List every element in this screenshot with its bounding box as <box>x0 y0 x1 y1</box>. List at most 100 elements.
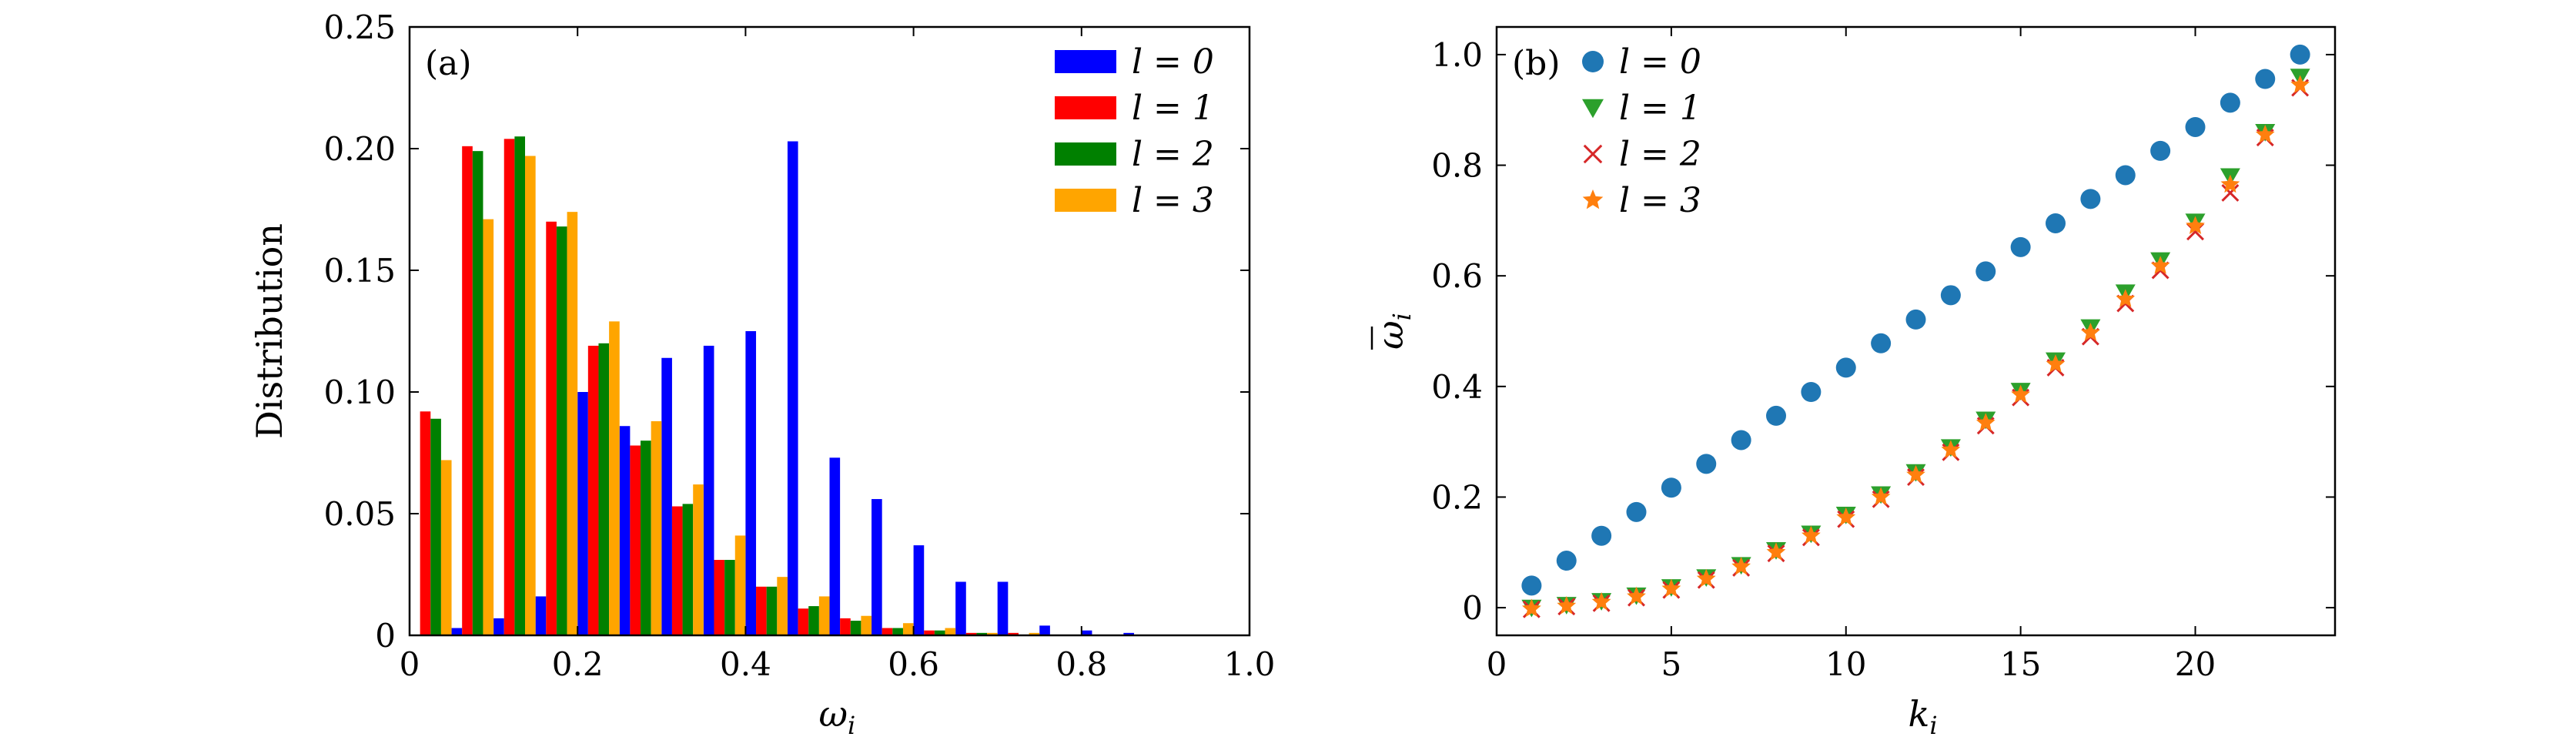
data-point <box>2185 116 2206 137</box>
data-point <box>2046 213 2066 233</box>
x-tick-label: 0.4 <box>720 645 771 683</box>
data-point <box>2116 289 2136 307</box>
data-point <box>1661 477 1681 498</box>
data-point <box>1591 591 1611 611</box>
x-axis-label-a-sub: i <box>848 711 855 740</box>
data-point <box>1661 578 1681 598</box>
bar <box>630 445 641 635</box>
bar <box>976 632 988 635</box>
bar <box>734 535 746 635</box>
legend-swatch <box>1055 142 1116 166</box>
bar <box>661 357 672 635</box>
legend-b: l = 0 l = 1 l = 2 l = 3 <box>1582 42 1701 220</box>
data-point <box>1557 595 1577 615</box>
bar <box>714 560 725 635</box>
y-tick-label: 0.6 <box>1431 257 1483 295</box>
bar <box>798 608 809 635</box>
histogram-panel-a: 0 0.2 0.4 0.6 0.8 1.0 0 0.05 0.10 0.15 0.20 0.25 (a… <box>249 8 1275 740</box>
legend-entry <box>1583 144 1603 164</box>
bar <box>503 139 515 636</box>
bar <box>693 484 704 635</box>
bar <box>671 506 683 635</box>
panel-label-a: (a) <box>425 44 472 83</box>
bar <box>924 630 935 635</box>
data-point <box>1696 568 1716 588</box>
series-point-group <box>1836 507 1856 526</box>
series-point-group <box>1556 551 1577 571</box>
x-axis-label-a: ωi <box>819 693 856 740</box>
series-point-group <box>1521 575 1542 596</box>
x-tick-label: 15 <box>2000 645 2041 683</box>
x-tick-label: 20 <box>2175 645 2216 683</box>
histogram-bars <box>420 136 1134 636</box>
series-point-group <box>1591 591 1611 611</box>
data-point <box>1521 575 1542 596</box>
bar <box>892 628 903 635</box>
bar <box>440 460 452 635</box>
axis-ticks-b: 0 5 10 15 20 0 0.2 0.4 0.6 0.8 1.0 <box>1431 27 2335 683</box>
data-point <box>1906 464 1925 484</box>
bar <box>514 136 526 635</box>
data-point <box>1583 144 1603 164</box>
series-point-group <box>1696 568 1716 588</box>
x-tick-label: 0 <box>1487 645 1507 683</box>
bar <box>609 321 620 635</box>
y-tick-label: 0.2 <box>1431 478 1483 516</box>
bar <box>955 581 966 635</box>
x-tick-label: 5 <box>1661 645 1682 683</box>
data-point <box>1582 189 1604 209</box>
series-point-group <box>2185 116 2206 137</box>
legend-label: l = 0 <box>1619 42 1701 82</box>
series-point-group <box>1731 556 1751 575</box>
series-point-group <box>1802 525 1821 544</box>
legend-entry <box>1582 51 1604 72</box>
plot-frame-a <box>408 25 1251 637</box>
data-point <box>1522 598 1541 618</box>
legend-entry <box>1582 99 1604 119</box>
bar <box>934 630 945 635</box>
series-point-group <box>1940 285 1961 306</box>
bar <box>861 615 872 635</box>
series-point-group <box>2221 183 2240 202</box>
series-point-group <box>1871 487 1891 505</box>
data-point <box>2046 354 2066 373</box>
series-point-group <box>1661 477 1681 498</box>
series-point-group <box>1906 464 1925 484</box>
data-point <box>2081 323 2100 341</box>
series-point-group <box>2046 213 2066 233</box>
data-point <box>1731 556 1751 575</box>
series-point-group <box>2255 69 2276 89</box>
y-tick-label: 0 <box>1462 589 1483 627</box>
y-axis-label-b-main: ω <box>1370 320 1411 350</box>
x-tick-label: 1.0 <box>1224 645 1276 683</box>
x-axis-label-b-main: k <box>1909 693 1930 735</box>
y-axis-label-b: ωi <box>1370 313 1417 350</box>
bar <box>641 440 651 635</box>
bar <box>451 628 463 635</box>
y-tick-label: 1.0 <box>1431 36 1483 74</box>
series-point-group <box>1766 542 1786 561</box>
bar <box>902 623 914 635</box>
data-point <box>2221 183 2240 202</box>
bar <box>724 560 735 635</box>
plot-frame-b <box>1495 25 2337 637</box>
bar <box>682 504 694 635</box>
series-point-group <box>1661 578 1681 598</box>
series-point-group <box>2011 384 2030 404</box>
data-point <box>2010 236 2031 257</box>
data-point <box>1731 430 1751 451</box>
x-axis-label-a-main: ω <box>819 693 848 735</box>
data-point <box>1836 507 1856 526</box>
bar <box>945 628 956 635</box>
data-point <box>1835 357 1856 378</box>
legend-a: l = 0 l = 1 l = 2 l = 3 <box>1055 42 1214 220</box>
x-tick-label: 0.2 <box>552 645 604 683</box>
y-axis-label-a: Distribution <box>249 223 290 439</box>
bar <box>1029 632 1040 635</box>
bar <box>472 151 483 635</box>
data-point <box>2115 165 2136 186</box>
y-axis-label-b-group: ωi <box>1370 313 1417 350</box>
bar <box>766 586 778 635</box>
y-tick-label: 0.8 <box>1431 147 1483 185</box>
